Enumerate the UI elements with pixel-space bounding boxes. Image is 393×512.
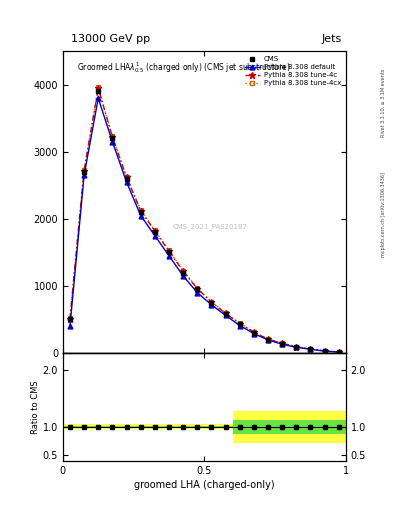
Text: Groomed LHA$\lambda_{0.5}^{1}$ (charged only) (CMS jet substructure): Groomed LHA$\lambda_{0.5}^{1}$ (charged …	[77, 60, 291, 75]
Text: 13000 GeV pp: 13000 GeV pp	[71, 33, 150, 44]
Y-axis label: Ratio to CMS: Ratio to CMS	[31, 380, 40, 434]
Text: Rivet 3.1.10, ≥ 3.1M events: Rivet 3.1.10, ≥ 3.1M events	[381, 68, 386, 137]
Text: CMS_2021_PAS20187: CMS_2021_PAS20187	[173, 223, 248, 229]
Legend: CMS, Pythia 8.308 default, Pythia 8.308 tune-4c, Pythia 8.308 tune-4cx: CMS, Pythia 8.308 default, Pythia 8.308 …	[242, 53, 344, 89]
Text: mcplots.cern.ch [arXiv:1306.3436]: mcplots.cern.ch [arXiv:1306.3436]	[381, 173, 386, 258]
Text: Jets: Jets	[321, 33, 342, 44]
X-axis label: groomed LHA (charged-only): groomed LHA (charged-only)	[134, 480, 275, 490]
